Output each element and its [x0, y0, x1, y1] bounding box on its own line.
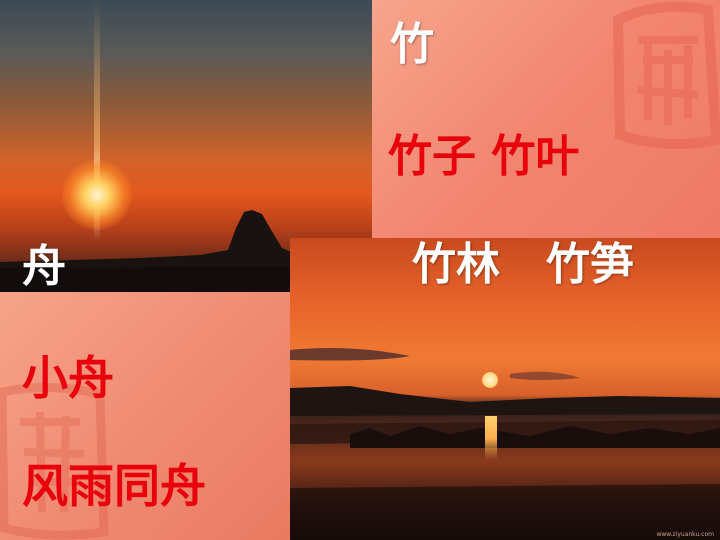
- seal-stamp: [0, 383, 109, 540]
- pink-panel-top: [372, 0, 720, 238]
- sun-reflection: [485, 416, 497, 460]
- pink-panel-bottom: [0, 292, 290, 540]
- zhu-phrase-line-2: 竹林 竹笋: [412, 239, 634, 290]
- sunset-mountain-photo: [0, 0, 372, 292]
- word-zhou: 舟: [22, 241, 66, 292]
- sun: [62, 160, 132, 230]
- sun-ray: [94, 0, 100, 240]
- sun: [482, 372, 498, 388]
- zhou-phrase-line-1: 小舟: [22, 351, 114, 405]
- credit-text: www.ziyuanku.com: [656, 531, 714, 538]
- mountain-silhouette: [0, 210, 372, 292]
- seal-stamp: [612, 1, 720, 149]
- zhu-phrase-line-1: 竹子 竹叶: [388, 131, 580, 182]
- word-zhu: 竹: [390, 19, 434, 70]
- zhou-phrase-line-2: 风雨同舟: [22, 459, 206, 513]
- lake-landscape: [290, 348, 720, 540]
- lake-sunset-photo: www.ziyuanku.com: [290, 238, 720, 540]
